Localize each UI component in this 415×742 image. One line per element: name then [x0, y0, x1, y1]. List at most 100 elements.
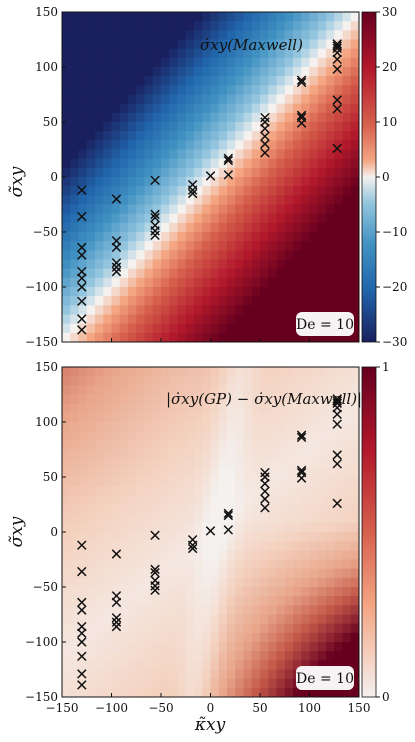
- heatmap-cell: [194, 149, 203, 160]
- heatmap-cell: [293, 213, 302, 224]
- heatmap-cell: [111, 268, 121, 279]
- heatmap-cell: [268, 323, 278, 334]
- heatmap-cell: [309, 85, 319, 96]
- heatmap-cell: [251, 458, 261, 469]
- heatmap-cell: [268, 376, 278, 386]
- heatmap-cell: [103, 21, 113, 31]
- heatmap-cell: [210, 250, 220, 261]
- heatmap-cell: [119, 394, 129, 405]
- heatmap-cell: [78, 12, 88, 22]
- heatmap-cell: [317, 204, 327, 215]
- heatmap-cell: [309, 559, 319, 570]
- heatmap-cell: [119, 39, 129, 50]
- heatmap-cell: [350, 112, 359, 123]
- heatmap-cell: [342, 103, 352, 114]
- heatmap-cell: [268, 85, 278, 96]
- heatmap-cell: [243, 287, 253, 297]
- heatmap-cell: [70, 596, 80, 606]
- heatmap-cell: [161, 195, 170, 206]
- heatmap-cell: [210, 122, 220, 132]
- heatmap-cell: [260, 660, 269, 671]
- heatmap-cell: [350, 651, 359, 661]
- heatmap-cell: [284, 332, 294, 342]
- heatmap-cell: [334, 412, 344, 423]
- heatmap-cell: [342, 268, 352, 279]
- training-point-marker: [332, 419, 342, 429]
- heatmap-cell: [119, 103, 129, 114]
- training-point-marker: [111, 258, 122, 268]
- heatmap-cell: [260, 642, 269, 652]
- heatmap-cell: [185, 250, 195, 261]
- heatmap-cell: [334, 76, 344, 86]
- heatmap-cell: [185, 112, 195, 123]
- heatmap-cell: [218, 495, 228, 506]
- heatmap-cell: [202, 660, 212, 671]
- heatmap-cell: [235, 332, 245, 342]
- heatmap-cell: [276, 532, 286, 542]
- heatmap-cell: [70, 21, 80, 31]
- heatmap-cell: [284, 158, 294, 169]
- heatmap-cell: [235, 431, 245, 441]
- heatmap-cell: [185, 605, 195, 616]
- heatmap-cell: [202, 532, 212, 542]
- heatmap-cell: [169, 167, 179, 178]
- heatmap-cell: [260, 57, 269, 68]
- heatmap-cell: [177, 632, 187, 643]
- heatmap-cell: [169, 131, 179, 141]
- heatmap-cell: [268, 596, 278, 606]
- heatmap-cell: [185, 332, 195, 342]
- heatmap-cell: [301, 385, 311, 396]
- heatmap-cell: [78, 577, 88, 588]
- heatmap-cell: [342, 614, 352, 625]
- heatmap-cell: [251, 651, 261, 661]
- heatmap-cell: [227, 259, 236, 270]
- heatmap-cell: [227, 30, 236, 41]
- heatmap-cell: [326, 277, 335, 288]
- heatmap-cell: [210, 477, 220, 487]
- heatmap-cell: [260, 385, 269, 396]
- heatmap-cell: [218, 21, 228, 31]
- heatmap-cell: [119, 403, 129, 414]
- heatmap-cell: [144, 57, 154, 68]
- heatmap-cell: [86, 596, 96, 606]
- heatmap-cell: [95, 687, 104, 697]
- heatmap-cell: [243, 587, 253, 597]
- heatmap-cell: [185, 513, 195, 524]
- heatmap-cell: [227, 332, 236, 342]
- heatmap-cell: [210, 268, 220, 279]
- heatmap-cell: [326, 287, 335, 297]
- heatmap-cell: [210, 94, 220, 105]
- heatmap-cell: [152, 422, 162, 432]
- heatmap-cell: [78, 522, 88, 533]
- heatmap-cell: [235, 250, 245, 261]
- heatmap-cell: [243, 222, 253, 233]
- heatmap-cell: [177, 167, 187, 178]
- heatmap-cell: [301, 186, 311, 196]
- heatmap-cell: [152, 541, 162, 551]
- heatmap-cell: [218, 140, 228, 151]
- heatmap-cell: [177, 158, 187, 169]
- heatmap-cell: [276, 158, 286, 169]
- heatmap-cell: [301, 541, 311, 551]
- training-point-marker: [296, 75, 307, 85]
- heatmap-cell: [70, 76, 80, 86]
- heatmap-cell: [177, 314, 187, 325]
- heatmap-cell: [260, 287, 269, 297]
- heatmap-cell: [111, 522, 121, 533]
- heatmap-cell: [194, 332, 203, 342]
- heatmap-cell: [185, 323, 195, 334]
- heatmap-cell: [103, 332, 113, 342]
- heatmap-cell: [235, 467, 245, 478]
- heatmap-cell: [268, 149, 278, 160]
- y-tick-label: 150: [35, 360, 58, 374]
- heatmap-cell: [161, 532, 170, 542]
- heatmap-cell: [301, 250, 311, 261]
- heatmap-cell: [251, 559, 261, 570]
- heatmap-cell: [95, 167, 104, 178]
- heatmap-cell: [218, 412, 228, 423]
- heatmap-cell: [144, 623, 154, 634]
- heatmap-cell: [95, 440, 104, 451]
- heatmap-cell: [62, 232, 71, 242]
- heatmap-cell: [95, 412, 104, 423]
